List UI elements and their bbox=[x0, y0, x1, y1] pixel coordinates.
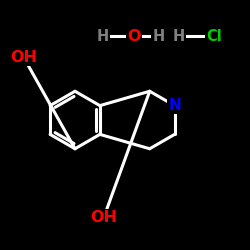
Text: N: N bbox=[168, 98, 181, 113]
Text: H: H bbox=[152, 29, 165, 44]
Text: H: H bbox=[172, 29, 185, 44]
Text: H: H bbox=[96, 29, 108, 44]
Text: Cl: Cl bbox=[206, 29, 222, 44]
Text: OH: OH bbox=[10, 50, 37, 65]
Text: OH: OH bbox=[90, 210, 117, 225]
Text: O: O bbox=[127, 29, 140, 44]
